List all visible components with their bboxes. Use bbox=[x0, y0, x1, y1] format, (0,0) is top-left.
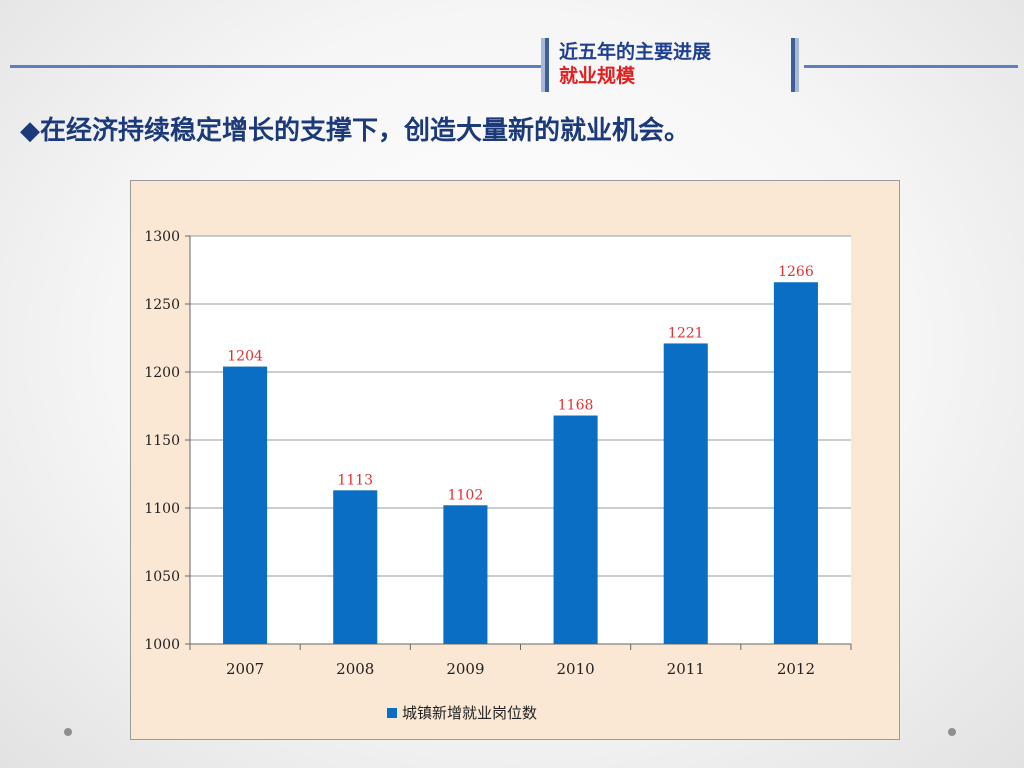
x-tick-label: 2010 bbox=[556, 660, 594, 678]
x-tick-label: 2009 bbox=[446, 660, 484, 678]
chart-legend: 城镇新增就业岗位数 bbox=[387, 702, 537, 724]
header-bracket-left bbox=[541, 38, 549, 92]
legend-swatch bbox=[387, 708, 397, 718]
section-title-line2: 就业规模 bbox=[559, 65, 636, 87]
data-label: 1168 bbox=[558, 398, 594, 414]
bar bbox=[773, 282, 818, 644]
section-title: 近五年的主要进展 就业规模 bbox=[559, 40, 779, 88]
x-tick-label: 2011 bbox=[667, 660, 705, 678]
header-rule-right bbox=[804, 65, 1018, 68]
x-tick-label: 2007 bbox=[226, 660, 264, 678]
x-tick-label: 2012 bbox=[777, 660, 815, 678]
bar bbox=[333, 490, 378, 644]
bar bbox=[443, 505, 488, 644]
corner-dot-right bbox=[948, 728, 956, 736]
section-title-line1: 近五年的主要进展 bbox=[559, 41, 712, 63]
y-tick-label: 1050 bbox=[144, 569, 180, 585]
y-tick-label: 1100 bbox=[144, 501, 180, 517]
legend-label: 城镇新增就业岗位数 bbox=[402, 704, 538, 722]
data-label: 1266 bbox=[778, 264, 814, 280]
y-tick-label: 1150 bbox=[144, 433, 180, 449]
bar bbox=[553, 415, 598, 644]
y-tick-label: 1250 bbox=[144, 297, 180, 313]
data-label: 1102 bbox=[448, 487, 484, 503]
data-label: 1204 bbox=[227, 349, 263, 365]
header-bracket-right bbox=[791, 38, 799, 92]
y-tick-label: 1300 bbox=[144, 229, 180, 245]
slide-headline: ◆在经济持续稳定增长的支撑下，创造大量新的就业机会。 bbox=[20, 116, 690, 146]
y-tick-label: 1000 bbox=[144, 637, 180, 653]
bar bbox=[223, 366, 268, 644]
data-label: 1113 bbox=[337, 472, 373, 488]
data-label: 1221 bbox=[668, 325, 704, 341]
x-tick-label: 2008 bbox=[336, 660, 374, 678]
y-tick-label: 1200 bbox=[144, 365, 180, 381]
corner-dot-left bbox=[64, 728, 72, 736]
header-rule-left bbox=[10, 65, 542, 68]
bar bbox=[663, 343, 708, 644]
